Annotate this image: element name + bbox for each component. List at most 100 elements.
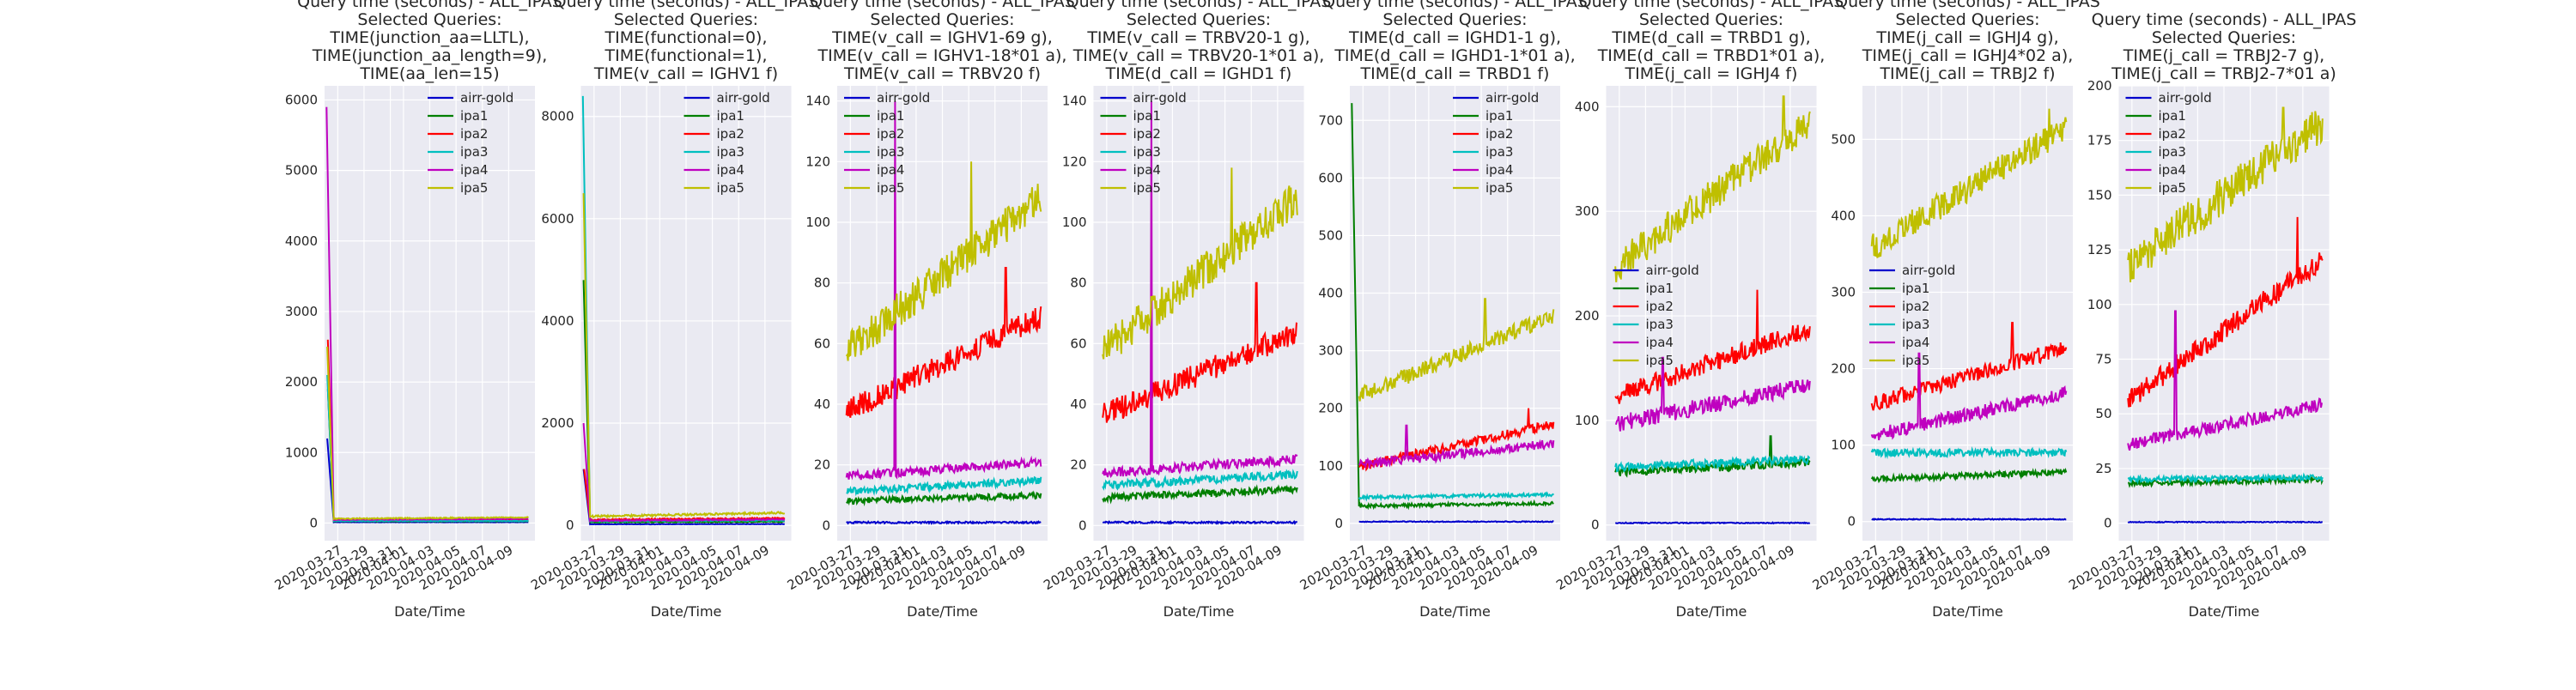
y-tick-label: 100: [805, 215, 830, 230]
chart-title-line: TIME(d_call = IGHD1-1*01 a),: [1334, 46, 1575, 65]
y-tick-label: 3000: [285, 304, 318, 319]
legend-label: airr-gold: [1485, 90, 1539, 106]
y-tick-label: 6000: [285, 92, 318, 107]
legend-label: ipa1: [877, 108, 904, 124]
series-line-ipa5: [1358, 298, 1555, 402]
legend-label: ipa4: [2159, 162, 2186, 178]
series-line-ipa4: [1358, 424, 1555, 470]
chart-title-line: TIME(d_call = TRBD1 g),: [1611, 28, 1810, 47]
x-axis-label: Date/Time: [394, 603, 465, 620]
series-line-ipa2: [845, 267, 1042, 418]
series-line-ipa5: [582, 193, 786, 519]
legend-label: ipa4: [460, 162, 488, 178]
legend-label: ipa5: [1133, 180, 1161, 196]
subplot-3: 0204060801001201402020-03-272020-03-2920…: [785, 0, 1075, 620]
series-line-airr-gold: [1102, 519, 1298, 525]
series-line-airr-gold: [1615, 521, 1811, 525]
chart-title-line: TIME(j_call = TRBJ2-7 g),: [2123, 46, 2324, 65]
y-tick-label: 400: [1318, 286, 1343, 301]
legend-label: ipa2: [1485, 126, 1513, 142]
y-tick-label: 120: [805, 154, 830, 169]
chart-title-line: Selected Queries:: [2152, 28, 2296, 47]
y-tick-label: 300: [1831, 285, 1856, 300]
series-line-ipa1: [1351, 103, 1554, 511]
legend-label: ipa2: [717, 126, 744, 142]
x-axis-label: Date/Time: [1163, 603, 1235, 620]
series-line-ipa3: [846, 475, 1042, 497]
legend-label: ipa5: [1485, 180, 1513, 196]
y-tick-label: 500: [1831, 131, 1856, 147]
x-axis-label: Date/Time: [1419, 603, 1491, 620]
series-line-airr-gold: [846, 519, 1042, 525]
chart-title-line: Query time (seconds) - ALL_IPAS: [297, 0, 562, 11]
chart-title-line: TIME(v_call = TRBV20-1*01 a),: [1072, 46, 1325, 65]
chart-title-line: TIME(d_call = TRBD1 f): [1360, 64, 1550, 83]
legend-label: ipa5: [1646, 353, 1674, 368]
chart-title-line: TIME(j_call = IGHJ4 g),: [1875, 28, 2058, 47]
series-line-ipa5: [1870, 108, 2068, 258]
y-tick-label: 0: [822, 518, 830, 533]
y-tick-label: 125: [2087, 242, 2112, 257]
y-tick-label: 700: [1318, 112, 1343, 128]
y-tick-label: 1000: [285, 445, 318, 460]
x-axis-label: Date/Time: [651, 603, 722, 620]
y-tick-label: 0: [1847, 514, 1856, 530]
x-axis-label: Date/Time: [2189, 603, 2260, 620]
y-tick-label: 40: [1070, 396, 1086, 412]
legend-label: ipa5: [1902, 353, 1929, 368]
legend-label: ipa1: [460, 108, 488, 124]
legend-label: ipa2: [1646, 299, 1674, 314]
chart-title-line: TIME(v_call = IGHV1-69 g),: [831, 28, 1053, 47]
series-line-ipa5: [1614, 95, 1811, 282]
y-tick-label: 200: [1318, 401, 1343, 416]
series-line-ipa3: [1870, 445, 2068, 460]
series-line-airr-gold: [1871, 518, 2067, 522]
chart-title-line: Query time (seconds) - ALL_IPAS: [1322, 0, 1588, 11]
chart-title-line: TIME(j_call = IGHJ4 f): [1625, 64, 1798, 83]
chart-title-line: TIME(functional=1),: [604, 46, 767, 65]
legend-label: ipa2: [877, 126, 904, 142]
chart-title-line: TIME(d_call = TRBD1*01 a),: [1597, 46, 1826, 65]
y-tick-label: 40: [814, 396, 830, 412]
chart-title-line: Selected Queries:: [870, 10, 1014, 29]
legend-label: ipa1: [1133, 108, 1161, 124]
y-tick-label: 8000: [541, 109, 574, 124]
legend-label: ipa2: [460, 126, 488, 142]
series-line-ipa2: [1614, 289, 1811, 404]
y-tick-label: 25: [2095, 461, 2111, 476]
chart-title-line: TIME(d_call = IGHD1 f): [1105, 64, 1292, 83]
subplot-5: 01002003004005006007002020-03-272020-03-…: [1297, 0, 1588, 620]
y-tick-label: 100: [1062, 215, 1087, 230]
series-line-ipa3: [1102, 469, 1298, 491]
chart-title-line: Query time (seconds) - ALL_IPAS: [810, 0, 1075, 11]
legend-label: ipa4: [1902, 335, 1929, 350]
series-line-ipa2: [2127, 216, 2324, 408]
legend-label: ipa1: [1902, 281, 1929, 296]
legend-label: ipa4: [877, 162, 904, 178]
y-tick-label: 50: [2095, 406, 2111, 421]
series-line-ipa5: [845, 161, 1042, 361]
chart-title-line: TIME(d_call = IGHD1-1 g),: [1348, 28, 1561, 47]
chart-title-line: TIME(functional=0),: [604, 28, 767, 47]
series-line-airr-gold: [1358, 520, 1554, 524]
subplot-4: 0204060801001201402020-03-272020-03-2920…: [1041, 0, 1331, 620]
chart-title-line: TIME(v_call = IGHV1-18*01 a),: [817, 46, 1067, 65]
chart-title-line: TIME(v_call = TRBV20 f): [843, 64, 1041, 83]
legend-label: ipa5: [460, 180, 488, 196]
y-tick-label: 400: [1831, 208, 1856, 223]
subplot-7: 01002003004005002020-03-272020-03-292020…: [1810, 0, 2100, 620]
series-line-ipa4: [1102, 100, 1298, 479]
legend-label: ipa4: [1646, 335, 1674, 350]
y-tick-label: 2000: [285, 374, 318, 390]
chart-title-line: TIME(v_call = IGHV1 f): [593, 64, 778, 83]
chart-title-line: TIME(junction_aa=LLTL),: [329, 28, 529, 47]
series-line-ipa5: [326, 346, 529, 521]
y-tick-label: 80: [814, 275, 830, 291]
legend-label: airr-gold: [460, 90, 513, 106]
y-tick-label: 80: [1070, 275, 1086, 291]
series-line-ipa2: [1870, 322, 2068, 411]
subplot-2: 020004000600080002020-03-272020-03-29202…: [528, 0, 818, 620]
y-tick-label: 150: [2087, 187, 2112, 203]
y-tick-label: 100: [1831, 438, 1856, 453]
